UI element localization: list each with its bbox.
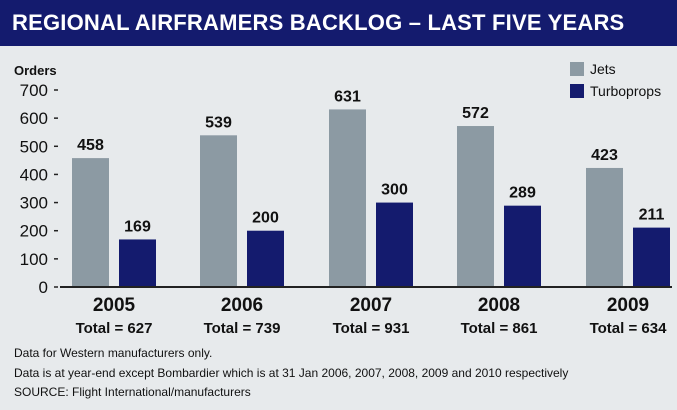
x-total-label: Total = 739: [204, 320, 281, 337]
data-label-jets: 458: [77, 137, 104, 154]
x-total-label: Total = 861: [461, 320, 538, 337]
bar-jets: [457, 126, 494, 287]
legend-swatch-jets: [570, 62, 584, 76]
y-tick-label: 700: [20, 81, 48, 100]
footnote-source: SOURCE: Flight International/manufacture…: [14, 385, 251, 399]
data-label-jets: 631: [334, 88, 361, 105]
data-label-turboprops: 169: [124, 218, 151, 235]
y-tick-label: 400: [20, 165, 48, 184]
bar-jets: [586, 167, 623, 287]
bar-turboprops: [376, 202, 413, 287]
bar-turboprops: [247, 230, 284, 287]
x-category-label: 2008: [478, 295, 520, 316]
chart-title: REGIONAL AIRFRAMERS BACKLOG – LAST FIVE …: [0, 0, 677, 46]
data-label-turboprops: 289: [509, 185, 536, 202]
legend-swatch-turboprops: [570, 84, 584, 98]
y-axis-label: Orders: [14, 63, 57, 78]
data-label-turboprops: 211: [639, 207, 665, 224]
x-category-label: 2007: [350, 295, 392, 316]
footnote-year-end: Data is at year-end except Bombardier wh…: [14, 366, 569, 380]
bar-turboprops: [119, 239, 156, 287]
x-total-label: Total = 627: [76, 320, 153, 337]
y-tick-label: 300: [20, 194, 48, 213]
x-category-label: 2005: [93, 295, 136, 316]
x-total-label: Total = 931: [333, 320, 410, 337]
legend-label-turboprops: Turboprops: [590, 83, 661, 99]
bar-turboprops: [504, 205, 541, 287]
bar-jets: [200, 135, 237, 287]
y-tick-label: 100: [20, 250, 48, 269]
y-tick-label: 600: [20, 109, 48, 128]
bar-jets: [72, 158, 109, 287]
x-category-label: 2009: [607, 295, 649, 316]
data-label-turboprops: 300: [381, 182, 408, 199]
bar-jets: [329, 109, 366, 287]
x-category-label: 2006: [221, 295, 263, 316]
y-tick-label: 200: [20, 222, 48, 241]
x-total-label: Total = 634: [590, 320, 667, 337]
y-tick-label: 0: [39, 278, 48, 297]
data-label-jets: 572: [462, 105, 489, 122]
bar-turboprops: [633, 227, 670, 287]
legend-label-jets: Jets: [590, 61, 616, 77]
data-label-jets: 423: [591, 147, 618, 164]
footnote-western: Data for Western manufacturers only.: [14, 346, 213, 360]
y-tick-label: 500: [20, 137, 48, 156]
data-label-jets: 539: [205, 114, 232, 131]
data-label-turboprops: 200: [252, 210, 279, 227]
